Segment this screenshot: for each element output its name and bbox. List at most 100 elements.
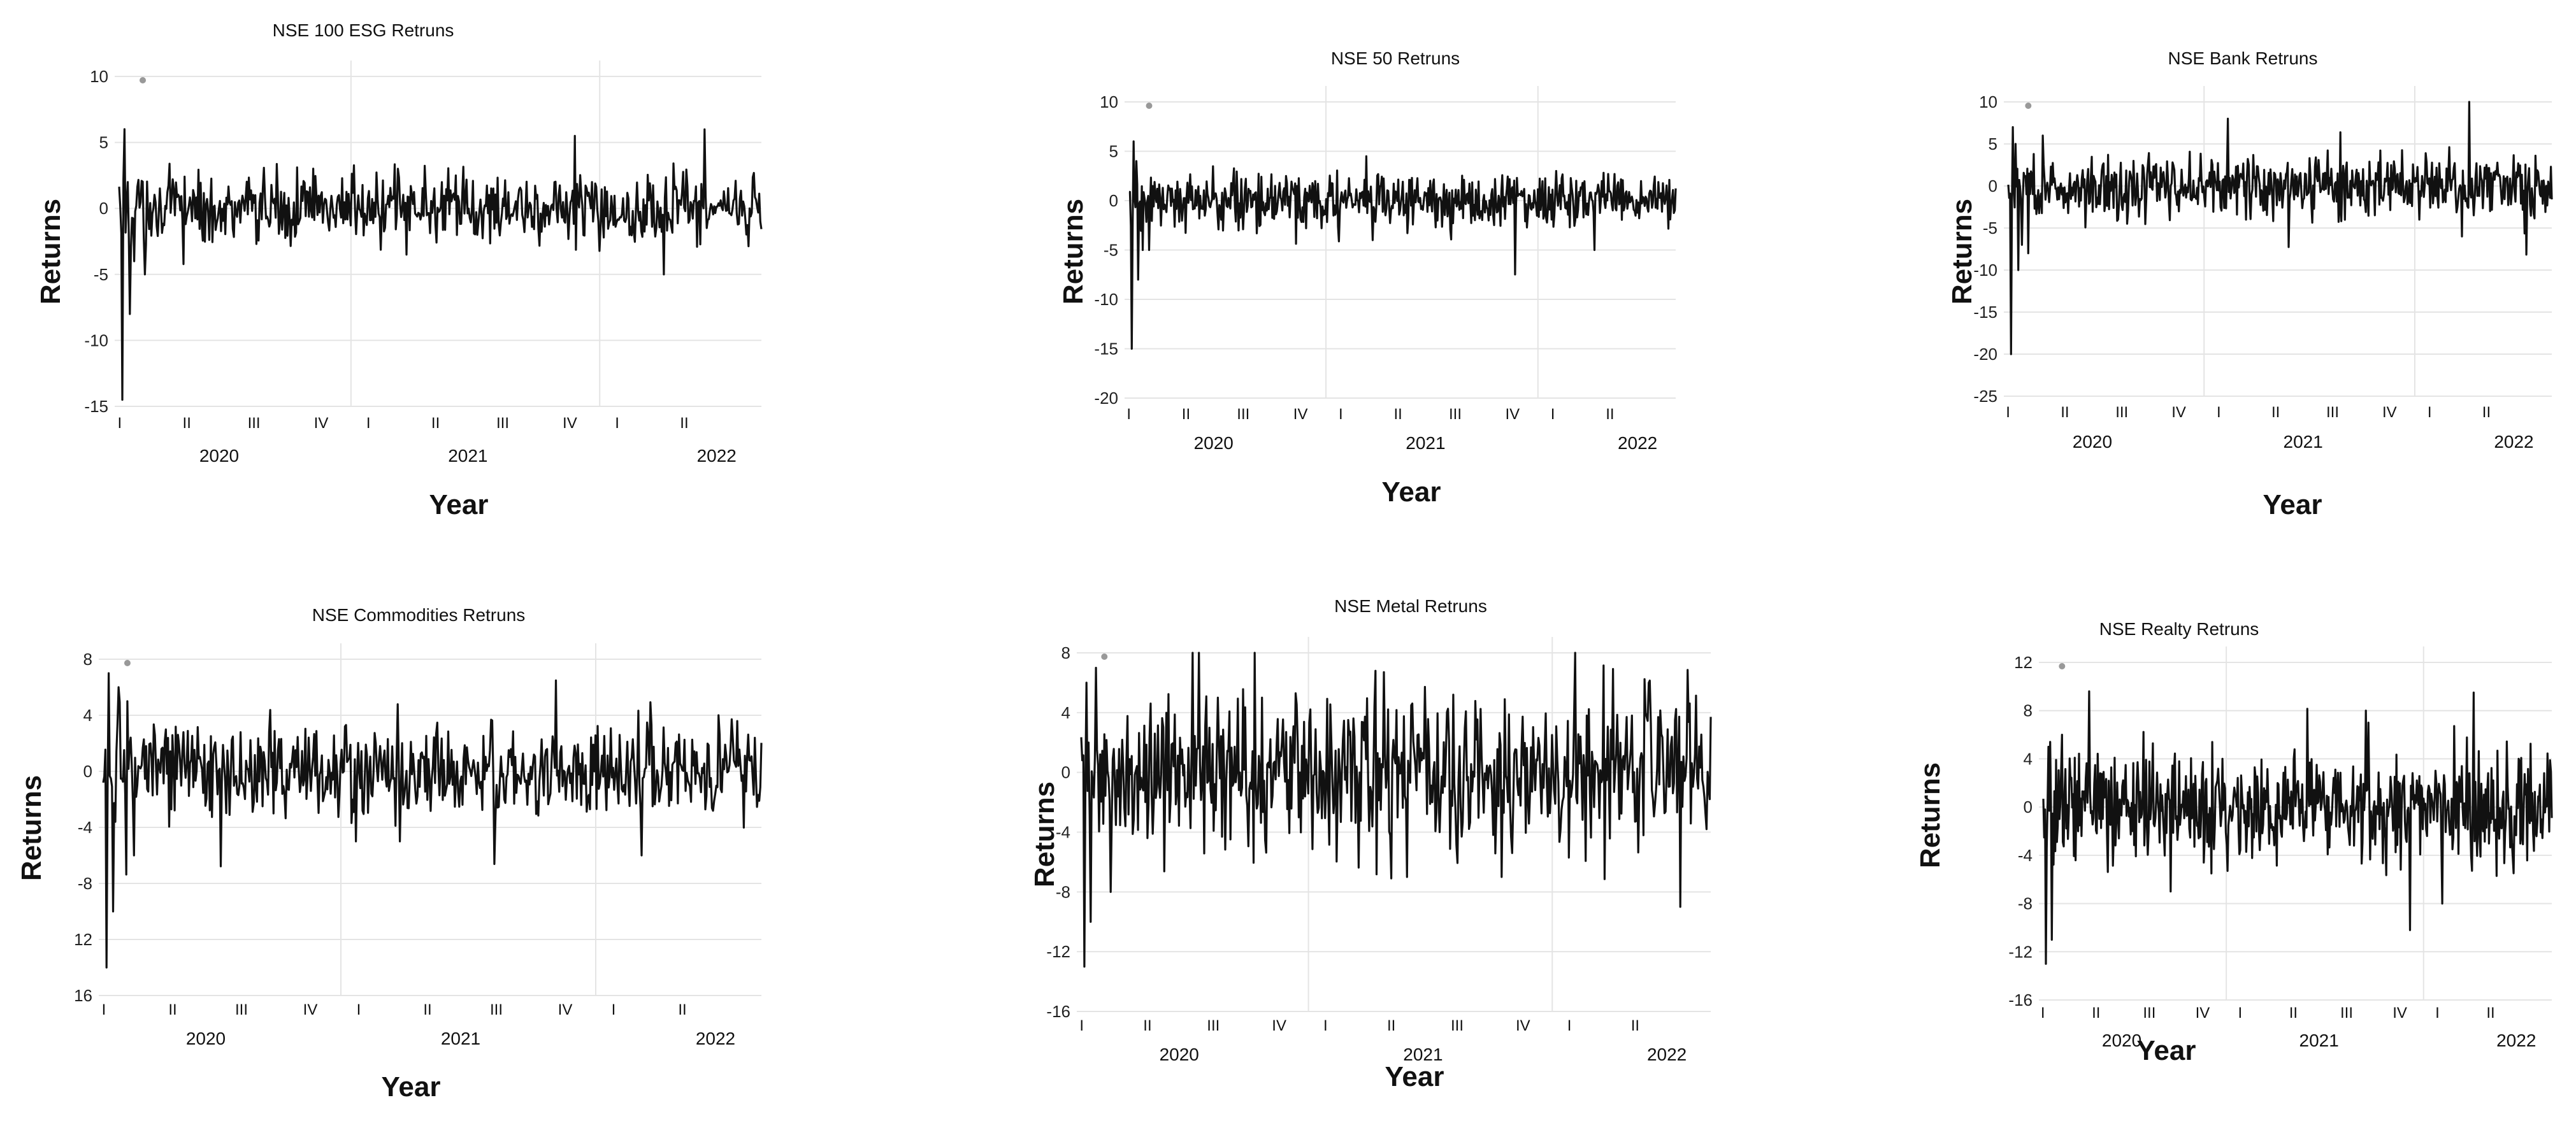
quarter-tick-label: III	[2143, 1004, 2155, 1022]
quarter-tick-label: II	[431, 415, 440, 432]
quarter-tick-label: II	[423, 1001, 431, 1018]
y-axis-label: Returns	[1946, 198, 1978, 305]
quarter-tick-label: III	[2326, 404, 2339, 421]
chart-nse-realty: 12 8 4 0 -4 -8 -12 -16 I II III IV I II III IV I II 2020 20…	[1911, 573, 2576, 1128]
y-tick-label: -16	[1046, 1002, 1070, 1021]
y-tick-label: 0	[1061, 763, 1070, 782]
y-tick-label: 12	[74, 930, 92, 949]
year-tick-label: 2022	[2494, 432, 2533, 452]
y-tick-label: 12	[2014, 653, 2033, 672]
quarter-tick-label: IV	[2382, 404, 2397, 421]
y-tick-label: -20	[1973, 345, 1997, 364]
returns-series-line	[118, 128, 763, 401]
y-tick-label: 8	[1061, 643, 1070, 662]
quarter-tick-label: II	[678, 1001, 686, 1018]
outlier-marker	[2025, 103, 2032, 109]
chart-nse-100-esg: 10 5 0 -5 -10 -15 I II III IV I II III IV I II 2020 2021 2…	[0, 0, 828, 541]
quarter-tick-label: IV	[2393, 1004, 2407, 1022]
y-tick-label: 16	[74, 986, 92, 1005]
y-axis-label: Returns	[1058, 198, 1089, 305]
year-tick-label: 2020	[199, 446, 239, 466]
year-tick-label: 2021	[1406, 433, 1445, 453]
year-tick-label: 2020	[186, 1029, 226, 1048]
y-tick-label: 0	[1989, 176, 1997, 196]
quarter-tick-label: I	[117, 415, 122, 432]
quarter-tick-label: III	[2340, 1004, 2353, 1022]
y-tick-label: -20	[1094, 389, 1118, 408]
quarter-tick-label: IV	[1272, 1017, 1286, 1034]
outlier-marker	[1101, 653, 1108, 660]
quarter-tick-label: IV	[314, 415, 329, 432]
quarter-tick-label: II	[2289, 1004, 2298, 1022]
year-tick-label: 2021	[2299, 1031, 2339, 1050]
chart-title: NSE Metal Retruns	[1334, 596, 1487, 616]
quarter-tick-label: II	[1143, 1017, 1151, 1034]
quarter-tick-label: II	[1394, 406, 1402, 423]
chart-nse-bank: 10 5 0 -5 -10 -15 -20 -25 I II III IV I II III IV I II 202…	[1911, 0, 2576, 541]
y-tick-label: -4	[78, 818, 92, 837]
quarter-tick-label: I	[612, 1001, 616, 1018]
chart-title: NSE 50 Retruns	[1330, 48, 1460, 68]
quarter-tick-label: III	[1451, 1017, 1464, 1034]
quarter-tick-label: IV	[1505, 406, 1520, 423]
quarter-tick-label: III	[1237, 406, 1249, 423]
quarter-tick-label: II	[1631, 1017, 1639, 1034]
y-tick-label: 0	[1109, 191, 1118, 210]
outlier-marker	[2059, 663, 2066, 669]
quarter-tick-label: I	[2428, 404, 2432, 421]
quarter-tick-label: II	[680, 415, 688, 432]
y-axis-label: Returns	[1915, 762, 1946, 869]
y-tick-label: -5	[1983, 218, 1997, 238]
quarter-tick-label: I	[102, 1001, 106, 1018]
quarter-tick-label: I	[1126, 406, 1131, 423]
year-tick-label: 2021	[2284, 432, 2323, 452]
y-tick-label: -12	[2008, 942, 2033, 961]
y-axis-label: Returns	[35, 198, 66, 305]
y-tick-label: -10	[84, 331, 108, 350]
quarter-tick-label: III	[2115, 404, 2128, 421]
year-tick-label: 2022	[1647, 1045, 1687, 1064]
returns-series-line	[2007, 101, 2553, 355]
y-tick-label: 5	[99, 133, 108, 152]
quarter-tick-label: II	[1387, 1017, 1395, 1034]
y-axis-label: Returns	[1029, 781, 1060, 888]
quarter-tick-label: I	[1551, 406, 1555, 423]
chart-title: NSE 100 ESG Retruns	[272, 20, 454, 40]
y-tick-label: 8	[83, 650, 92, 669]
quarter-tick-label: I	[615, 415, 619, 432]
quarter-tick-label: I	[2238, 1004, 2242, 1022]
y-tick-label: -8	[2018, 894, 2033, 913]
year-tick-label: 2020	[2073, 432, 2112, 452]
quarter-tick-label: IV	[558, 1001, 573, 1018]
quarter-tick-label: II	[1606, 406, 1614, 423]
y-tick-label: 5	[1989, 134, 1997, 153]
y-tick-label: 10	[90, 67, 108, 86]
quarter-tick-label: IV	[2171, 404, 2186, 421]
y-tick-label: 4	[1061, 703, 1070, 722]
year-tick-label: 2021	[441, 1029, 480, 1048]
returns-series-line	[1128, 140, 1677, 350]
quarter-tick-label: III	[248, 415, 261, 432]
y-tick-label: -25	[1973, 387, 1997, 406]
returns-series-line	[102, 672, 763, 969]
x-axis-label: Year	[2136, 1035, 2196, 1066]
chart-title: NSE Commodities Retruns	[312, 605, 526, 625]
quarter-tick-label: III	[496, 415, 509, 432]
quarter-tick-label: II	[2061, 404, 2069, 421]
quarter-tick-label: II	[168, 1001, 176, 1018]
y-tick-label: -15	[1094, 339, 1118, 359]
y-tick-label: -16	[2008, 990, 2033, 1010]
y-tick-label: -15	[1973, 303, 1997, 322]
quarter-tick-label: I	[1079, 1017, 1084, 1034]
year-tick-label: 2022	[696, 1029, 735, 1048]
y-tick-label: -5	[1104, 241, 1118, 260]
quarter-tick-label: III	[490, 1001, 503, 1018]
y-tick-label: -5	[94, 265, 108, 284]
year-tick-label: 2021	[1403, 1045, 1443, 1064]
y-tick-label: -12	[1046, 942, 1070, 961]
